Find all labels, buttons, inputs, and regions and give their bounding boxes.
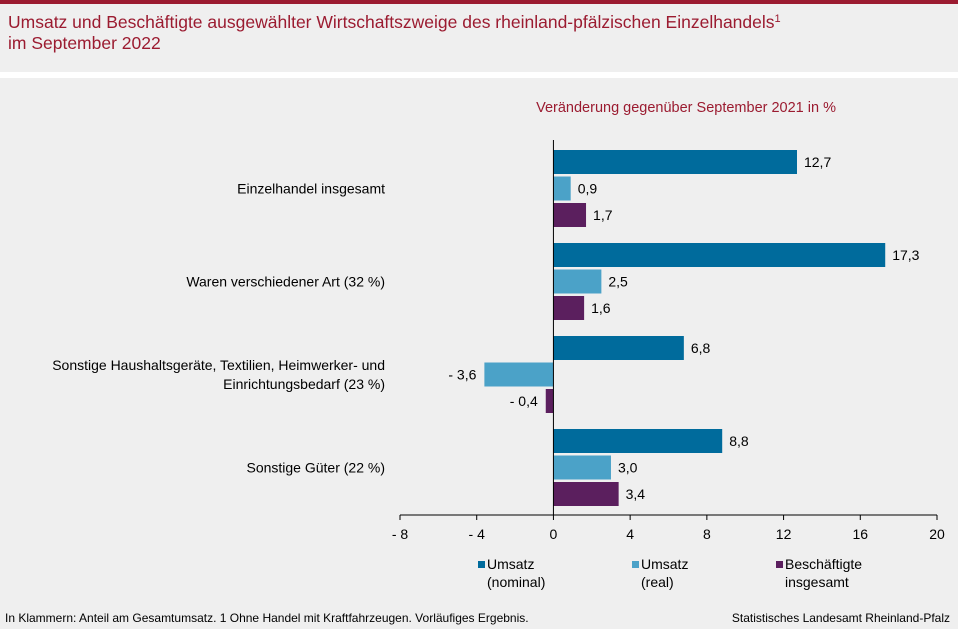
x-tick-label: 16 (852, 526, 868, 542)
data-label: - 0,4 (510, 393, 538, 409)
data-label: 1,7 (593, 207, 613, 223)
x-tick-label: 4 (626, 526, 634, 542)
category-label: Einrichtungsbedarf (23 %) (223, 376, 385, 392)
data-label: 3,0 (618, 460, 638, 476)
legend-swatch (632, 561, 639, 568)
bar (553, 455, 611, 480)
footnote: In Klammern: Anteil am Gesamtumsatz. 1 O… (5, 611, 529, 625)
legend-label: (nominal) (487, 574, 545, 590)
legend-label: Umsatz (641, 556, 688, 572)
x-tick-label: 20 (929, 526, 945, 542)
data-label: - 3,6 (448, 367, 476, 383)
x-tick-label: 0 (550, 526, 558, 542)
data-label: 2,5 (608, 274, 628, 290)
x-tick-label: 8 (703, 526, 711, 542)
bar (484, 362, 554, 387)
category-label: Einzelhandel insgesamt (237, 181, 385, 197)
bar (553, 203, 587, 227)
title-separator (0, 72, 958, 78)
bar (553, 150, 797, 174)
top-rule (0, 0, 958, 4)
data-label: 6,8 (691, 340, 711, 356)
legend-swatch (776, 561, 783, 568)
bar (553, 176, 571, 201)
legend-label: (real) (641, 574, 674, 590)
data-label: 12,7 (804, 154, 831, 170)
bar (553, 336, 684, 360)
legend-label: Umsatz (487, 556, 534, 572)
source-credit: Statistisches Landesamt Rheinland-Pfalz (731, 611, 950, 625)
bar (553, 243, 886, 267)
data-label: 1,6 (591, 300, 611, 316)
data-label: 0,9 (578, 181, 598, 197)
title-line-1: Umsatz und Beschäftigte ausgewählter Wir… (8, 12, 775, 32)
legend-swatch (478, 561, 485, 568)
x-tick-label: - 4 (469, 526, 486, 542)
x-tick-label: 12 (776, 526, 792, 542)
page-title: Umsatz und Beschäftigte ausgewählter Wir… (8, 12, 948, 54)
data-label: 3,4 (626, 486, 646, 502)
category-label: Sonstige Güter (22 %) (246, 460, 385, 476)
bar (545, 389, 554, 413)
bar (553, 269, 602, 294)
title-footnote-mark: 1 (774, 13, 781, 25)
bar (553, 296, 585, 320)
chart-subtitle: Veränderung gegenüber September 2021 in … (536, 100, 836, 116)
legend-label: insgesamt (785, 574, 849, 590)
legend-label: Beschäftigte (785, 556, 862, 572)
title-line-2: im September 2022 (8, 33, 161, 53)
bar (553, 482, 619, 506)
category-label: Sonstige Haushaltsgeräte, Textilien, Hei… (52, 357, 385, 373)
data-label: 8,8 (729, 433, 749, 449)
bar (553, 429, 723, 453)
data-label: 17,3 (892, 247, 919, 263)
x-tick-label: - 8 (392, 526, 409, 542)
category-label: Waren verschiedener Art (32 %) (186, 274, 385, 290)
